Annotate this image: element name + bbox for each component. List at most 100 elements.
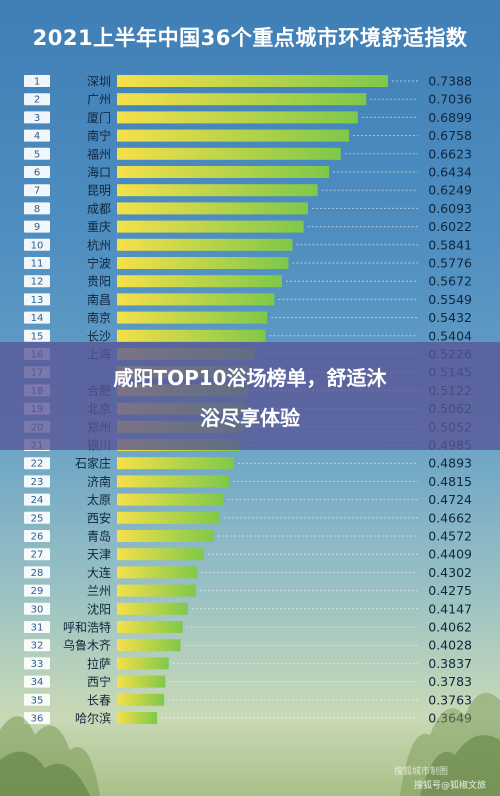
bar — [117, 111, 358, 124]
rank-label: 4 — [34, 131, 40, 142]
rank-box — [24, 457, 50, 470]
bar — [117, 475, 230, 488]
data-label: 0.5404 — [428, 328, 472, 343]
rank-label: 12 — [31, 277, 44, 288]
rank-label: 3 — [34, 113, 40, 124]
bar — [117, 621, 183, 633]
rank-label: 14 — [31, 313, 44, 324]
city-label: 南京 — [87, 310, 111, 325]
data-label: 0.3763 — [428, 692, 472, 707]
bar — [117, 238, 293, 251]
bar — [117, 220, 304, 233]
tree-decoration-left — [0, 716, 100, 796]
bar — [117, 693, 165, 706]
bar — [117, 530, 215, 542]
rank-box — [24, 166, 50, 178]
rank-box — [24, 584, 50, 597]
rank-label: 7 — [34, 186, 40, 197]
rank-label: 34 — [31, 677, 44, 688]
city-label: 南昌 — [87, 292, 111, 307]
rank-label: 15 — [31, 331, 44, 342]
bar — [117, 311, 268, 324]
city-label: 石家庄 — [75, 456, 111, 471]
data-label: 0.5841 — [428, 237, 472, 252]
data-label: 0.4147 — [428, 601, 472, 616]
rank-label: 29 — [31, 586, 44, 597]
rank-box — [24, 511, 50, 524]
rank-label: 28 — [31, 568, 44, 579]
city-label: 青岛 — [87, 529, 111, 544]
rank-label: 36 — [31, 714, 44, 725]
bar — [117, 602, 188, 615]
rank-box — [24, 311, 50, 324]
city-label: 兰州 — [87, 584, 111, 598]
city-label: 长春 — [87, 693, 111, 707]
rank-label: 2 — [34, 95, 40, 106]
data-label: 0.4028 — [428, 638, 472, 653]
rank-label: 22 — [31, 459, 44, 470]
rank-box — [24, 257, 50, 269]
city-label: 太原 — [87, 492, 111, 507]
bar — [117, 329, 266, 342]
data-label: 0.4302 — [428, 565, 472, 580]
rank-box — [24, 111, 50, 124]
data-label: 0.6022 — [428, 219, 472, 234]
city-label: 福州 — [87, 146, 111, 161]
city-label: 深圳 — [87, 75, 111, 89]
city-label: 天津 — [87, 548, 111, 562]
data-label: 0.4815 — [428, 474, 472, 489]
rank-box — [24, 675, 50, 688]
data-label: 0.4893 — [428, 456, 472, 471]
rank-box — [24, 184, 50, 197]
rank-box — [24, 566, 50, 579]
bar — [117, 457, 234, 470]
city-label: 重庆 — [87, 220, 111, 234]
rank-label: 23 — [31, 477, 44, 488]
rank-label: 25 — [31, 513, 44, 524]
rank-box — [24, 293, 50, 306]
rank-box — [24, 93, 50, 106]
bar — [117, 184, 318, 197]
rank-box — [24, 639, 50, 652]
city-label: 昆明 — [87, 184, 111, 198]
bar — [117, 257, 289, 269]
rank-box — [24, 475, 50, 488]
rank-box — [24, 329, 50, 342]
rank-box — [24, 712, 50, 724]
data-label: 0.4275 — [428, 583, 472, 598]
city-label: 成都 — [87, 202, 111, 216]
rank-box — [24, 220, 50, 233]
rank-label: 24 — [31, 495, 44, 506]
bar — [117, 493, 224, 506]
city-label: 西安 — [87, 510, 111, 525]
city-label: 西宁 — [87, 674, 111, 689]
rank-label: 6 — [34, 168, 40, 179]
data-label: 0.5776 — [428, 256, 472, 271]
city-label: 呼和浩特 — [63, 620, 111, 635]
city-label: 广州 — [87, 93, 111, 107]
bar — [117, 657, 169, 670]
rank-label: 8 — [34, 204, 40, 215]
rank-box — [24, 693, 50, 706]
rank-box — [24, 657, 50, 670]
rank-box — [24, 129, 50, 142]
overlay-headline-line1: 咸阳TOP10浴场榜单，舒适沐 — [113, 366, 387, 390]
data-label: 0.4662 — [428, 510, 472, 525]
data-label: 0.4409 — [428, 547, 472, 562]
rank-label: 1 — [34, 77, 40, 88]
city-label: 杭州 — [87, 237, 111, 252]
rank-label: 9 — [34, 222, 40, 233]
chart-title: 2021上半年中国36个重点城市环境舒适指数 — [32, 26, 468, 50]
city-label: 哈尔滨 — [75, 711, 111, 726]
city-label: 济南 — [87, 474, 111, 489]
data-label: 0.6249 — [428, 183, 472, 198]
bar — [117, 202, 309, 215]
rank-label: 32 — [31, 641, 44, 652]
data-label: 0.6434 — [428, 165, 472, 180]
bar — [117, 93, 367, 106]
data-label: 0.6093 — [428, 201, 472, 216]
rank-label: 5 — [34, 149, 40, 160]
city-label: 乌鲁木齐 — [63, 638, 111, 653]
rank-label: 35 — [31, 695, 44, 706]
bar — [117, 675, 166, 688]
